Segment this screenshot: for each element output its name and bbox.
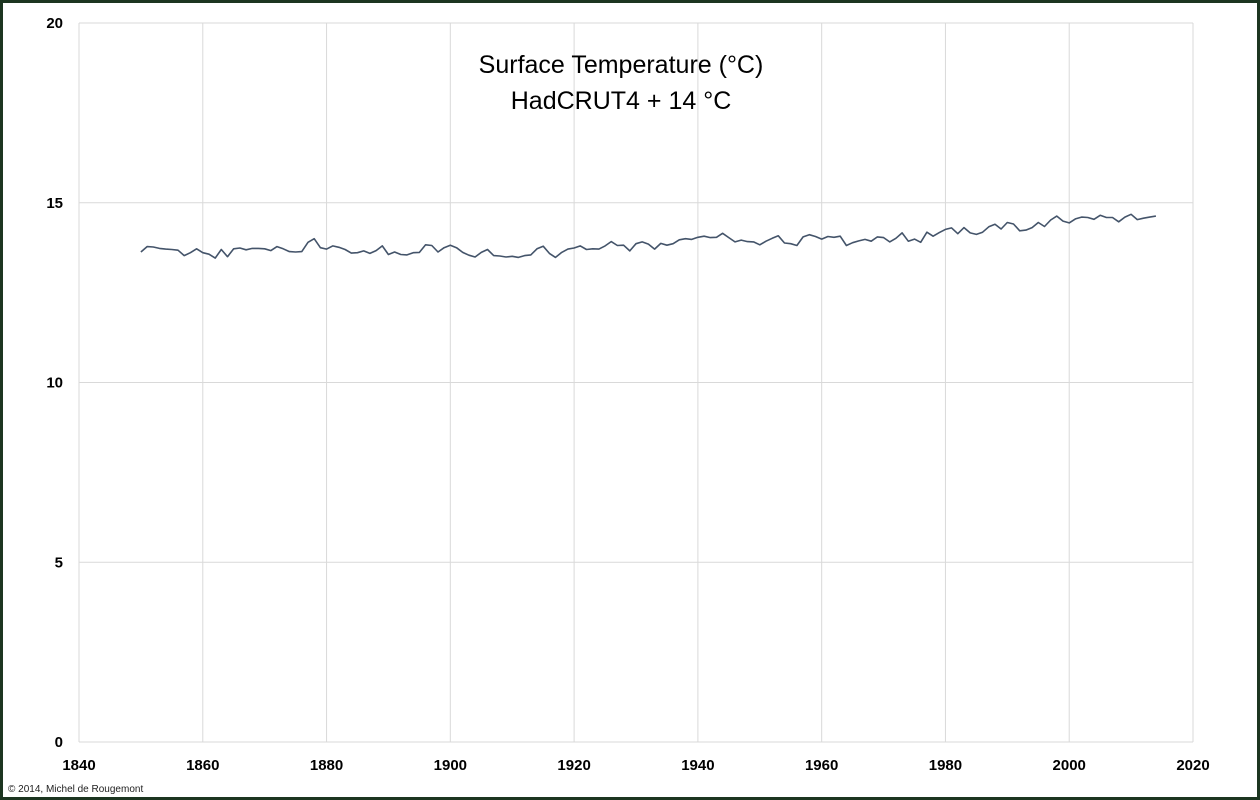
x-tick-label: 1860 xyxy=(186,757,219,774)
x-tick-label: 1940 xyxy=(681,757,714,774)
x-tick-label: 1900 xyxy=(434,757,467,774)
x-tick-label: 2020 xyxy=(1176,757,1209,774)
x-tick-label: 1840 xyxy=(62,757,95,774)
copyright-text: © 2014, Michel de Rougemont xyxy=(8,784,144,795)
y-tick-label: 10 xyxy=(46,375,63,392)
chart-frame: 0 5 10 15 20 1840 1860 1880 1900 1920 1940 1960 1980… xyxy=(3,3,1257,797)
y-tick-label: 20 xyxy=(46,15,63,32)
y-tick-label: 5 xyxy=(55,554,63,571)
temperature-series-line xyxy=(140,213,1157,259)
chart-title: Surface Temperature (°C) xyxy=(478,51,764,79)
x-tick-label: 1980 xyxy=(929,757,962,774)
x-tick-label: 1920 xyxy=(557,757,590,774)
x-tick-label: 2000 xyxy=(1053,757,1086,774)
y-tick-label: 15 xyxy=(46,195,63,212)
chart-svg: 0 5 10 15 20 1840 1860 1880 1900 1920 1940 1960 1980… xyxy=(46,15,1209,774)
y-tick-label: 0 xyxy=(55,734,63,751)
chart-subtitle: HadCRUT4 + 14 °C xyxy=(510,87,732,115)
x-tick-label: 1960 xyxy=(805,757,838,774)
x-tick-label: 1880 xyxy=(310,757,343,774)
